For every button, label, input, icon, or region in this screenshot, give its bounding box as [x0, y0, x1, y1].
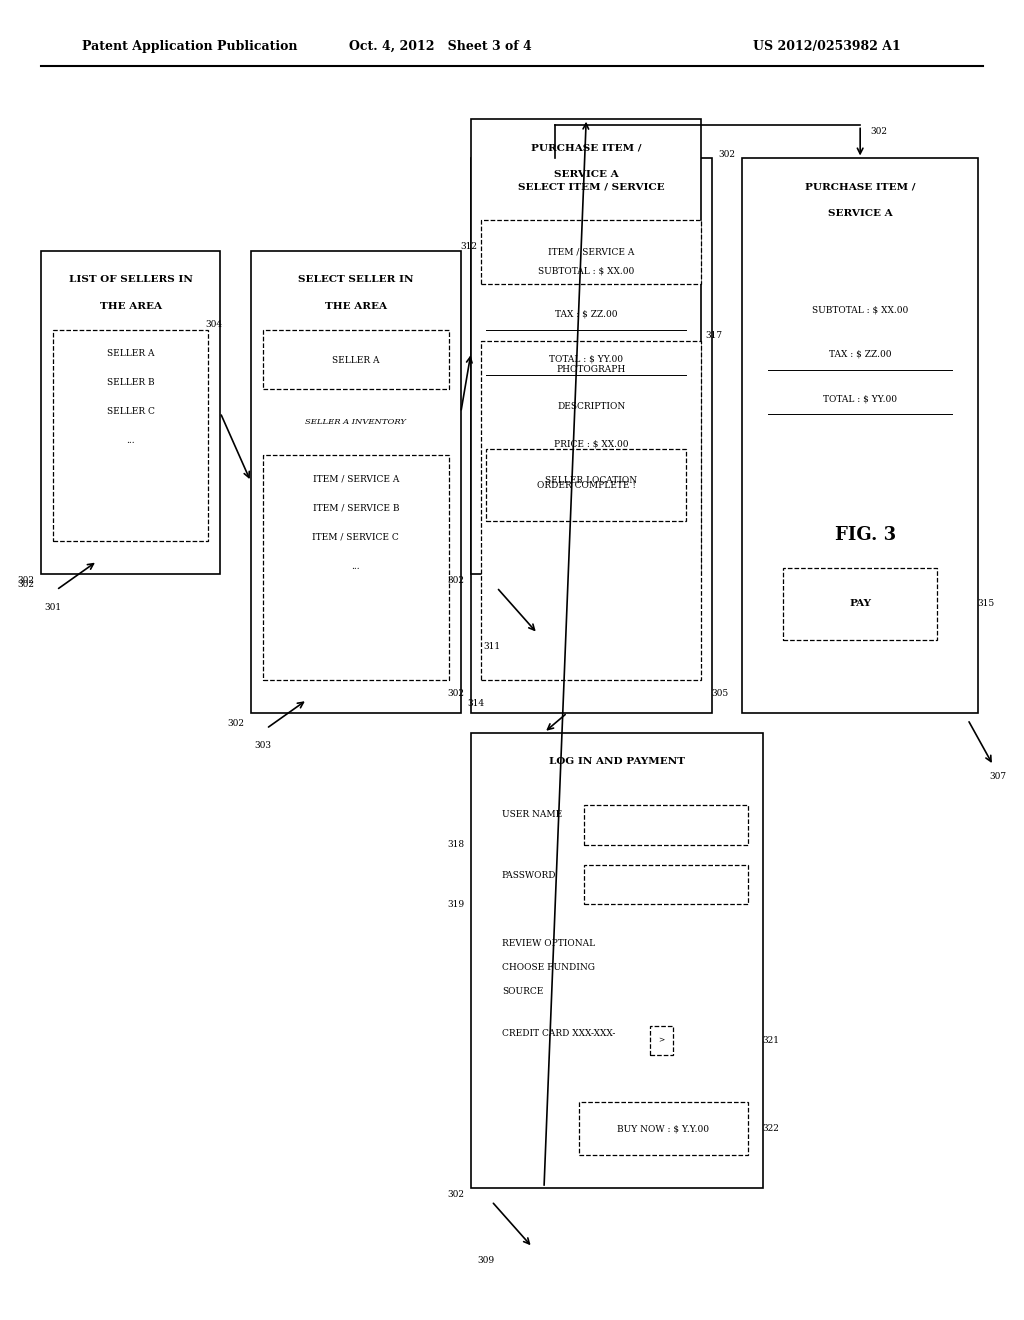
- Text: 315: 315: [978, 599, 994, 607]
- Text: PURCHASE ITEM /: PURCHASE ITEM /: [531, 144, 641, 152]
- Text: REVIEW OPTIONAL: REVIEW OPTIONAL: [502, 940, 595, 948]
- Bar: [481, 341, 701, 680]
- Text: US 2012/0253982 A1: US 2012/0253982 A1: [754, 40, 901, 53]
- Text: ITEM / SERVICE A: ITEM / SERVICE A: [312, 475, 399, 483]
- Text: 302: 302: [447, 1191, 464, 1199]
- Text: CREDIT CARD XXX-XXX-: CREDIT CARD XXX-XXX-: [502, 1030, 615, 1038]
- Text: 302: 302: [870, 128, 887, 136]
- Bar: [650, 1026, 673, 1055]
- Text: SELLER A INVENTORY: SELLER A INVENTORY: [305, 418, 407, 426]
- Text: THE AREA: THE AREA: [99, 302, 162, 310]
- Text: CHOOSE FUNDING: CHOOSE FUNDING: [502, 964, 595, 972]
- Bar: [471, 733, 763, 1188]
- Text: 302: 302: [17, 581, 34, 589]
- Text: SELLER C: SELLER C: [106, 408, 155, 416]
- Text: PHOTOGRAPH: PHOTOGRAPH: [557, 366, 626, 374]
- Bar: [53, 330, 208, 541]
- Text: FIG. 3: FIG. 3: [835, 525, 896, 544]
- Text: 302: 302: [447, 689, 464, 697]
- Bar: [486, 449, 686, 521]
- Text: TAX : $ ZZ.00: TAX : $ ZZ.00: [828, 350, 892, 358]
- Text: SELECT ITEM / SERVICE: SELECT ITEM / SERVICE: [518, 183, 665, 191]
- Text: PURCHASE ITEM /: PURCHASE ITEM /: [805, 183, 915, 191]
- Text: SELLER A: SELLER A: [332, 356, 380, 364]
- Bar: [742, 158, 978, 713]
- Text: 314: 314: [468, 700, 484, 708]
- Text: ITEM / SERVICE A: ITEM / SERVICE A: [548, 248, 635, 256]
- Bar: [579, 1102, 748, 1155]
- Bar: [263, 330, 449, 389]
- Text: TOTAL : $ YY.00: TOTAL : $ YY.00: [549, 355, 624, 363]
- Text: SOURCE: SOURCE: [502, 987, 543, 995]
- Bar: [584, 865, 748, 904]
- Text: DESCRIPTION: DESCRIPTION: [557, 403, 626, 411]
- Text: 305: 305: [712, 689, 728, 697]
- Text: 302: 302: [17, 577, 34, 585]
- Bar: [251, 251, 461, 713]
- Text: SELLER A: SELLER A: [106, 350, 155, 358]
- Text: TAX : $ ZZ.00: TAX : $ ZZ.00: [555, 310, 617, 318]
- Text: ORDER COMPLETE !: ORDER COMPLETE !: [537, 482, 636, 490]
- Bar: [471, 158, 712, 713]
- Text: Oct. 4, 2012   Sheet 3 of 4: Oct. 4, 2012 Sheet 3 of 4: [349, 40, 531, 53]
- Text: SERVICE A: SERVICE A: [554, 170, 618, 178]
- Text: SELLER B: SELLER B: [106, 379, 155, 387]
- Text: PRICE : $ XX.00: PRICE : $ XX.00: [554, 440, 629, 447]
- Text: 311: 311: [483, 643, 500, 651]
- Bar: [471, 119, 701, 574]
- Text: SUBTOTAL : $ XX.00: SUBTOTAL : $ XX.00: [812, 306, 908, 314]
- Text: ...: ...: [351, 562, 360, 570]
- Text: 302: 302: [227, 719, 244, 727]
- Bar: [783, 568, 937, 640]
- Bar: [584, 805, 748, 845]
- Text: LOG IN AND PAYMENT: LOG IN AND PAYMENT: [549, 758, 685, 766]
- Text: USER NAME: USER NAME: [502, 810, 562, 818]
- Text: Patent Application Publication: Patent Application Publication: [82, 40, 297, 53]
- Bar: [263, 455, 449, 680]
- Text: PASSWORD: PASSWORD: [502, 871, 556, 879]
- Text: LIST OF SELLERS IN: LIST OF SELLERS IN: [69, 276, 193, 284]
- Text: 319: 319: [447, 900, 464, 908]
- Text: SELECT SELLER IN: SELECT SELLER IN: [298, 276, 414, 284]
- Text: ITEM / SERVICE B: ITEM / SERVICE B: [312, 504, 399, 512]
- Text: 303: 303: [255, 742, 271, 750]
- Text: 309: 309: [478, 1257, 495, 1265]
- Text: THE AREA: THE AREA: [325, 302, 387, 310]
- Text: 304: 304: [206, 321, 222, 329]
- Text: PAY: PAY: [849, 599, 871, 607]
- Text: SERVICE A: SERVICE A: [827, 210, 893, 218]
- Text: ITEM / SERVICE C: ITEM / SERVICE C: [312, 533, 399, 541]
- Text: 301: 301: [45, 603, 61, 611]
- Text: 318: 318: [447, 841, 464, 849]
- Text: 302: 302: [719, 150, 735, 158]
- Text: 302: 302: [447, 577, 464, 585]
- Text: 322: 322: [763, 1125, 779, 1133]
- Text: SELLER LOCATION: SELLER LOCATION: [546, 477, 637, 484]
- Text: >: >: [658, 1036, 665, 1044]
- Text: 317: 317: [706, 331, 722, 339]
- Text: 307: 307: [990, 772, 1007, 780]
- Text: 321: 321: [763, 1036, 779, 1044]
- Bar: [481, 220, 701, 284]
- Text: BUY NOW : $ Y.Y.00: BUY NOW : $ Y.Y.00: [617, 1125, 709, 1133]
- Text: SUBTOTAL : $ XX.00: SUBTOTAL : $ XX.00: [539, 267, 634, 275]
- Text: ...: ...: [126, 437, 135, 445]
- Bar: [41, 251, 220, 574]
- Text: 312: 312: [461, 243, 477, 251]
- Text: TOTAL : $ YY.00: TOTAL : $ YY.00: [823, 395, 897, 403]
